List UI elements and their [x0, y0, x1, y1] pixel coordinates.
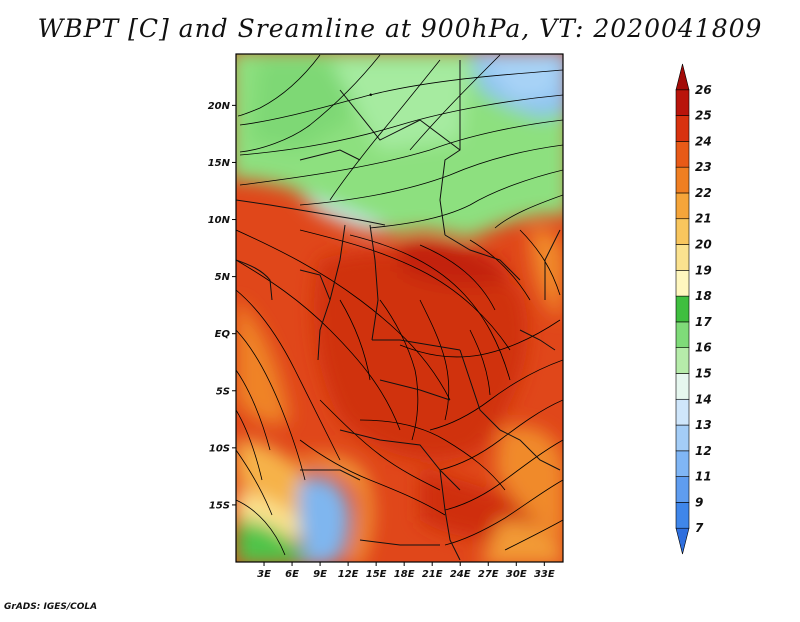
colorbar-label: 25 [695, 109, 712, 123]
latitude-axis: 20N 15N 10N 5N EQ 5S 10S 15S [208, 101, 236, 511]
lat-tick-label: EQ [215, 329, 231, 340]
colorbar-swatch [675, 450, 690, 477]
colorbar-swatch [675, 502, 690, 529]
wbpt-shading [236, 54, 563, 562]
colorbar-swatch [675, 398, 690, 426]
colorbar-label: 19 [695, 263, 712, 277]
colorbar-swatch [675, 347, 690, 374]
map-frame [235, 53, 564, 563]
colorbar-swatch [675, 115, 690, 142]
colorbar-swatch [675, 270, 690, 297]
lat-tick-label: 10S [209, 443, 230, 454]
lon-tick-label: 12E [338, 569, 359, 580]
colorbar-swatch [675, 192, 690, 220]
colorbar-label: 18 [695, 289, 712, 303]
colorbar-swatch [675, 321, 690, 348]
lat-tick-label: 20N [208, 101, 231, 112]
colorbar-arrow-high [675, 63, 690, 91]
colorbar-swatch [675, 295, 690, 323]
lon-tick-label: 15E [366, 569, 387, 580]
colorbar-swatch [675, 218, 690, 245]
lat-tick-label: 10N [208, 215, 231, 226]
colorbar-label: 26 [695, 83, 712, 97]
lon-tick-label: 21E [422, 569, 443, 580]
colorbar-label: 21 [695, 212, 712, 226]
chart-title: WBPT [C] and Sreamline at 900hPa, VT: 20… [37, 14, 763, 43]
country-borders [236, 60, 561, 561]
lon-tick-label: 6E [285, 569, 299, 580]
colorbar-swatch [675, 141, 690, 168]
lon-tick-label: 27E [478, 569, 499, 580]
lat-tick-label: 5N [215, 272, 231, 283]
lon-tick-label: 30E [506, 569, 527, 580]
colorbar-label: 23 [695, 160, 712, 174]
lat-tick-label: 15S [209, 500, 230, 511]
lon-tick-label: 24E [450, 569, 471, 580]
colorbar-arrow-low [675, 527, 690, 555]
colorbar: 7 9 11 12 13 14 15 16 17 18 19 20 21 22 23 24 25 26 [675, 63, 712, 555]
credit-text: GrADS: IGES/COLA [4, 602, 98, 612]
colorbar-swatch [675, 89, 690, 116]
colorbar-label: 9 [695, 495, 703, 509]
colorbar-swatch [675, 166, 690, 194]
colorbar-label: 14 [695, 392, 712, 406]
colorbar-swatch [675, 476, 690, 503]
colorbar-label: 17 [695, 315, 712, 329]
colorbar-label: 7 [695, 521, 704, 535]
colorbar-swatch [675, 424, 690, 452]
colorbar-label: 15 [695, 366, 712, 380]
colorbar-label: 11 [695, 470, 712, 484]
colorbar-label: 20 [695, 238, 712, 252]
streamlines [236, 54, 563, 556]
lon-tick-label: 33E [534, 569, 555, 580]
lat-tick-label: 15N [208, 158, 231, 169]
colorbar-label: 13 [695, 418, 712, 432]
lon-tick-label: 9E [313, 569, 327, 580]
colorbar-label: 16 [695, 341, 712, 355]
colorbar-label: 24 [695, 134, 712, 148]
longitude-axis: 3E 6E 9E 12E 15E 18E 21E 24E 27E 30E 33E [257, 562, 555, 580]
lon-tick-label: 3E [257, 569, 271, 580]
colorbar-label: 22 [695, 186, 712, 200]
lon-tick-label: 18E [394, 569, 415, 580]
colorbar-swatch [675, 373, 690, 400]
lat-tick-label: 5S [216, 386, 230, 397]
colorbar-swatch [675, 244, 690, 271]
colorbar-label: 12 [695, 444, 712, 458]
